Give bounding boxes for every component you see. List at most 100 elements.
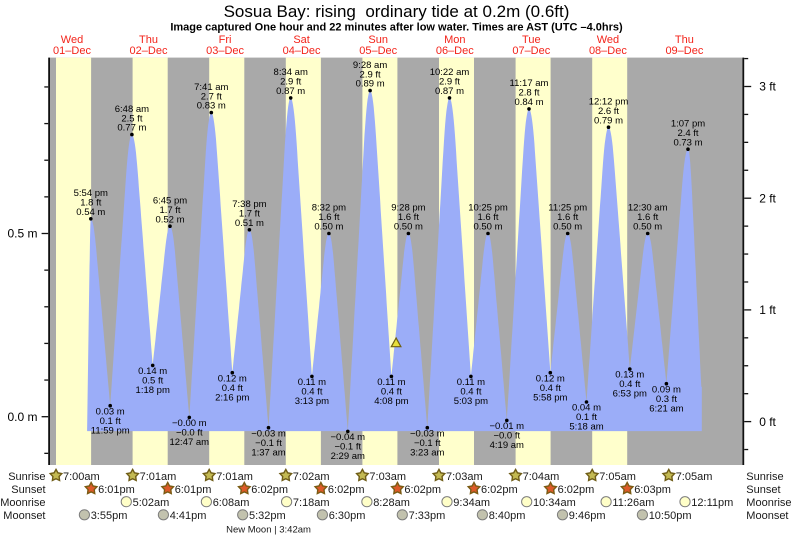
svg-text:6:03pm: 6:03pm: [634, 484, 671, 496]
svg-text:0.5 ft: 0.5 ft: [142, 376, 163, 387]
svg-text:6:01pm: 6:01pm: [98, 484, 135, 496]
svg-text:2:16 pm: 2:16 pm: [215, 392, 249, 403]
svg-text:−0.1 ft: −0.1 ft: [255, 438, 282, 449]
svg-text:9:28 am: 9:28 am: [353, 60, 387, 71]
svg-text:4:08 pm: 4:08 pm: [374, 396, 408, 407]
svg-text:Moonrise: Moonrise: [746, 497, 791, 509]
svg-text:5:58 pm: 5:58 pm: [533, 392, 567, 403]
svg-text:7:05am: 7:05am: [599, 471, 636, 483]
svg-text:3:55pm: 3:55pm: [91, 510, 128, 522]
svg-text:1.8 ft: 1.8 ft: [80, 198, 101, 209]
svg-text:0.50 m: 0.50 m: [553, 222, 582, 233]
svg-text:10:50pm: 10:50pm: [649, 510, 692, 522]
svg-text:12:12 pm: 12:12 pm: [589, 96, 629, 107]
svg-text:0.4 ft: 0.4 ft: [460, 387, 481, 398]
svg-text:10:34am: 10:34am: [533, 497, 576, 509]
svg-text:9:28 pm: 9:28 pm: [391, 203, 425, 214]
svg-text:Sunrise: Sunrise: [746, 471, 783, 483]
svg-text:5:32pm: 5:32pm: [249, 510, 286, 522]
svg-text:Sun: Sun: [368, 34, 388, 46]
svg-text:2.5 ft: 2.5 ft: [121, 113, 142, 124]
svg-text:0.09 m: 0.09 m: [652, 384, 681, 395]
svg-text:1.7 ft: 1.7 ft: [159, 205, 180, 216]
svg-text:Thu: Thu: [675, 34, 694, 46]
svg-text:5:54 pm: 5:54 pm: [74, 188, 108, 199]
svg-text:1:18 pm: 1:18 pm: [136, 385, 170, 396]
svg-text:Sat: Sat: [293, 34, 310, 46]
svg-text:7:00am: 7:00am: [63, 471, 100, 483]
svg-text:12:30 am: 12:30 am: [628, 203, 668, 214]
svg-text:3:23 am: 3:23 am: [410, 447, 444, 458]
svg-text:0.50 m: 0.50 m: [473, 222, 502, 233]
svg-text:3:13 pm: 3:13 pm: [295, 396, 329, 407]
svg-text:6:02pm: 6:02pm: [558, 484, 595, 496]
svg-text:0.1 ft: 0.1 ft: [576, 412, 597, 423]
svg-text:0.87 m: 0.87 m: [435, 86, 464, 97]
svg-text:7:38 pm: 7:38 pm: [232, 199, 266, 210]
svg-text:7:41 am: 7:41 am: [194, 82, 228, 93]
svg-text:Moonset: Moonset: [746, 510, 788, 522]
svg-text:6:02pm: 6:02pm: [251, 484, 288, 496]
svg-text:6:02pm: 6:02pm: [481, 484, 518, 496]
svg-text:2.9 ft: 2.9 ft: [360, 69, 381, 80]
svg-text:4:19 am: 4:19 am: [490, 440, 524, 451]
svg-text:11:26am: 11:26am: [612, 497, 654, 509]
svg-text:0.03 m: 0.03 m: [96, 406, 125, 417]
svg-text:09–Dec: 09–Dec: [665, 45, 703, 57]
svg-text:6:01pm: 6:01pm: [175, 484, 212, 496]
svg-text:11:25 pm: 11:25 pm: [548, 203, 587, 214]
svg-text:0.14 m: 0.14 m: [138, 366, 167, 377]
svg-text:6:53 pm: 6:53 pm: [613, 389, 647, 400]
svg-text:0.1 ft: 0.1 ft: [100, 416, 121, 427]
svg-text:7:04am: 7:04am: [523, 471, 560, 483]
svg-text:0.11 m: 0.11 m: [298, 377, 326, 388]
svg-text:4:41pm: 4:41pm: [170, 510, 207, 522]
svg-text:0.87 m: 0.87 m: [276, 86, 305, 97]
svg-text:2.6 ft: 2.6 ft: [598, 106, 619, 117]
svg-text:Moonrise: Moonrise: [0, 497, 45, 509]
svg-text:7:01am: 7:01am: [140, 471, 177, 483]
svg-text:8:40pm: 8:40pm: [489, 510, 526, 522]
svg-text:8:28am: 8:28am: [373, 497, 410, 509]
svg-text:2.7 ft: 2.7 ft: [201, 91, 222, 102]
svg-text:8:32 pm: 8:32 pm: [312, 203, 346, 214]
svg-text:11:59 pm: 11:59 pm: [91, 425, 130, 436]
svg-text:6:02pm: 6:02pm: [328, 484, 365, 496]
svg-text:−0.03 m: −0.03 m: [410, 428, 445, 439]
svg-text:−0.01 m: −0.01 m: [490, 421, 525, 432]
svg-text:05–Dec: 05–Dec: [359, 45, 397, 57]
svg-text:03–Dec: 03–Dec: [206, 45, 244, 57]
svg-text:1.6 ft: 1.6 ft: [398, 212, 419, 223]
svg-text:12:11pm: 12:11pm: [691, 497, 733, 509]
svg-text:1.7 ft: 1.7 ft: [239, 209, 260, 220]
svg-text:0.77 m: 0.77 m: [117, 123, 146, 134]
svg-text:0 ft: 0 ft: [759, 415, 776, 429]
svg-text:0.83 m: 0.83 m: [197, 101, 226, 112]
svg-text:10:22 am: 10:22 am: [430, 67, 470, 78]
svg-text:1 ft: 1 ft: [759, 303, 776, 317]
svg-text:−0.00 m: −0.00 m: [172, 418, 207, 429]
svg-text:0.3 ft: 0.3 ft: [656, 394, 677, 405]
svg-text:2:29 am: 2:29 am: [331, 451, 365, 462]
svg-text:2 ft: 2 ft: [759, 191, 776, 205]
svg-text:0.0 m: 0.0 m: [7, 410, 37, 424]
svg-text:02–Dec: 02–Dec: [130, 45, 168, 57]
svg-text:10:25 pm: 10:25 pm: [468, 203, 508, 214]
svg-text:6:48 am: 6:48 am: [115, 104, 149, 115]
svg-text:0.04 m: 0.04 m: [572, 403, 601, 414]
svg-text:1:37 am: 1:37 am: [251, 447, 285, 458]
svg-text:−0.1 ft: −0.1 ft: [334, 442, 361, 453]
svg-text:0.11 m: 0.11 m: [457, 377, 485, 388]
svg-text:2.9 ft: 2.9 ft: [439, 77, 460, 88]
svg-text:0.4 ft: 0.4 ft: [222, 383, 243, 394]
svg-text:0.51 m: 0.51 m: [235, 218, 264, 229]
svg-text:5:03 pm: 5:03 pm: [454, 396, 488, 407]
svg-text:Wed: Wed: [597, 34, 619, 46]
svg-text:0.50 m: 0.50 m: [633, 222, 662, 233]
svg-text:Sunrise: Sunrise: [8, 471, 45, 483]
svg-text:Thu: Thu: [139, 34, 158, 46]
svg-text:1:07 pm: 1:07 pm: [671, 118, 705, 129]
svg-text:Fri: Fri: [219, 34, 232, 46]
svg-text:−0.03 m: −0.03 m: [251, 428, 286, 439]
svg-text:5:02am: 5:02am: [133, 497, 170, 509]
